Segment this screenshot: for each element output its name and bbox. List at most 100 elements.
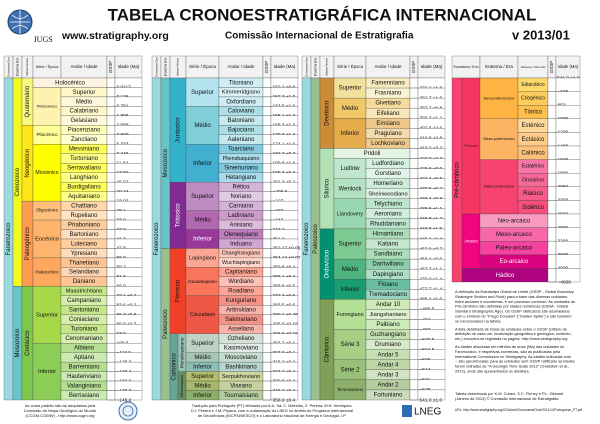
stage-name: Wuchiapingiano: [222, 260, 260, 266]
stage-name: Pliensbaquiano: [223, 156, 260, 162]
stage-name: Serpukhoviano: [222, 374, 260, 380]
system-name: Pérmico: [176, 279, 182, 302]
gssp-cell: [547, 105, 557, 119]
gssp-cell: [409, 138, 419, 149]
gssp-cell: [262, 390, 272, 401]
gssp-cell: [262, 134, 272, 145]
stage-name: Daniano: [73, 279, 96, 285]
eon-name: Fanerozoico: [6, 222, 12, 256]
era-name: Cenozoico: [15, 167, 21, 196]
stage-name: Andar 10: [376, 302, 401, 308]
gssp-cell: [106, 257, 116, 268]
colors-note-line: Comissão do Mapa Geológico do Mundo: [24, 408, 97, 413]
series-name: Superior: [36, 312, 58, 318]
gssp-cell: [409, 87, 419, 99]
column-header: Sistema Período: [26, 57, 29, 75]
series-name: Médio: [194, 123, 211, 129]
stage-name: Ludfordiano: [372, 161, 404, 167]
note-line: com o símbolo do "Prego Dourado" ("Golde…: [455, 314, 571, 319]
stage-name: Médio: [76, 99, 93, 105]
note-line: os mencionados na tabela.: [455, 318, 502, 323]
iugs-logo-text: IUGS: [34, 35, 53, 44]
system-name: Cretácico: [25, 330, 31, 356]
gssp-cell: [106, 115, 116, 126]
column-header: GSSP: [411, 61, 416, 74]
gssp-cell: [409, 77, 419, 89]
series-name: Llandovery: [337, 211, 364, 217]
stage-name: Batoniano: [227, 118, 255, 124]
note-line: foram retiradas de "A Geologic Time Scal…: [455, 364, 569, 369]
series-name: Superior: [339, 86, 362, 92]
stage-name: Andar 3: [377, 372, 399, 378]
series-name: Orosírico: [522, 177, 545, 183]
stage-name: Moscoviano: [225, 355, 258, 361]
gssp-cell: [409, 218, 419, 230]
stage-name: Gorstiano: [375, 171, 402, 177]
system-name: Devónico: [325, 100, 331, 126]
stage-name: Kasimoviano: [224, 345, 259, 351]
gssp-cell: [262, 106, 272, 117]
gssp-cell: [262, 305, 272, 315]
series-cell: [333, 118, 367, 149]
column-header: Sistema Período: [326, 57, 329, 75]
stage-name: Titoniano: [229, 80, 254, 86]
stage-name: Andar 5: [377, 352, 399, 358]
stage-name: Gzheliano: [227, 336, 255, 342]
column-header: Sistema Período: [177, 57, 180, 75]
gssp-cell: [106, 182, 116, 192]
stage-name: Albiano: [74, 345, 95, 351]
stage-name: Drumiano: [375, 342, 402, 348]
gssp-cell: [106, 361, 116, 372]
series-name: Superior: [339, 242, 362, 248]
series-name: Superior: [191, 374, 214, 380]
column-header: GSSP: [549, 61, 554, 74]
eon-name: Pré-câmbrico: [455, 162, 461, 198]
series-cell: [333, 299, 367, 330]
column-header: GSSP: [108, 61, 113, 74]
series-name: Plistocénico: [37, 103, 58, 108]
series-cell: [32, 257, 62, 287]
system-name: Pensilvaniano: [179, 337, 185, 368]
gssp-cell: [409, 208, 419, 220]
stage-name: Fortuniano: [374, 393, 403, 399]
stage-name: Praguiano: [374, 131, 402, 137]
gssp-cell: [106, 106, 116, 117]
gssp-cell: [106, 77, 116, 88]
series-name: Holocénico: [55, 80, 85, 86]
gssp-cell: [547, 173, 557, 187]
gssp-cell: [106, 172, 116, 183]
gssp-cell: [409, 97, 419, 109]
series-name: Ludlow: [340, 166, 360, 172]
gssp-cell: [262, 371, 272, 382]
stage-name: Caloviano: [228, 109, 255, 115]
stage-name: Rupeliano: [70, 213, 98, 219]
stage-name: Toarciano: [228, 147, 255, 153]
gssp-cell: [106, 380, 116, 391]
note-line: definição de cada um, localização geográ…: [455, 331, 572, 336]
stage-name: Zancliano: [71, 137, 98, 143]
system-name: Ordovícico: [325, 249, 331, 278]
system-name: Neogénico: [25, 148, 31, 177]
system-name: Câmbrico: [325, 336, 331, 362]
series-name: Ediacárico: [521, 82, 545, 88]
stage-name: Aptiano: [74, 355, 95, 361]
column-header: Série / Época: [36, 64, 60, 69]
stage-name: Emsiano: [376, 121, 400, 127]
stage-name: Chattiano: [71, 203, 97, 209]
column-header: Sistema / Período: [521, 65, 546, 69]
era-name: Mesozoico: [163, 148, 169, 177]
stage-name: Ypresiano: [71, 251, 98, 257]
column-header: Eratema / Era: [485, 64, 513, 69]
stage-name: Tremadociano: [369, 292, 408, 298]
column-header: Eratema Era: [163, 58, 167, 77]
note-line: Stratotype Section and Point) para a bas…: [455, 294, 568, 299]
gssp-cell: [409, 238, 419, 250]
series-name: Criogénico: [521, 96, 545, 102]
stage-name: Frasniano: [375, 91, 402, 97]
gssp-cell: [409, 359, 419, 370]
column-header: GSSP: [264, 61, 269, 74]
stage-name: Oxfordiano: [226, 99, 256, 105]
stage-name: Floiano: [378, 282, 398, 288]
column-header: Idade (Ma): [118, 64, 140, 69]
age-label: ~4600: [558, 279, 572, 285]
